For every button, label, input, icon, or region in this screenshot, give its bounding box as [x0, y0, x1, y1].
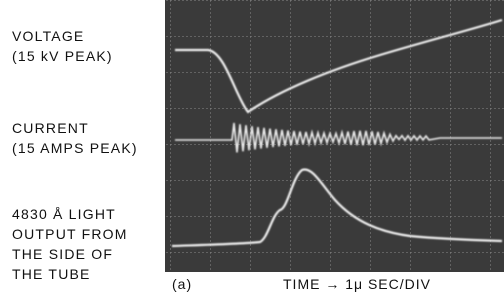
label-line: THE TUBE — [12, 264, 128, 284]
figure: VOLTAGE (15 kV PEAK) CURRENT (15 AMPS PE… — [0, 0, 504, 302]
label-line: (15 kV PEAK) — [12, 46, 113, 66]
label-line: CURRENT — [12, 118, 138, 138]
label-line: THE SIDE OF — [12, 244, 128, 264]
label-line: VOLTAGE — [12, 26, 113, 46]
label-line: OUTPUT FROM — [12, 224, 128, 244]
label-line: 4830 Å LIGHT — [12, 204, 128, 224]
light-label: 4830 Å LIGHT OUTPUT FROM THE SIDE OF THE… — [12, 204, 128, 284]
voltage-label: VOLTAGE (15 kV PEAK) — [12, 26, 113, 66]
time-scale: TIME → 1μ SEC/DIV — [283, 276, 431, 292]
current-label: CURRENT (15 AMPS PEAK) — [12, 118, 138, 158]
panel-label: (a) — [172, 276, 192, 292]
label-line: (15 AMPS PEAK) — [12, 138, 138, 158]
